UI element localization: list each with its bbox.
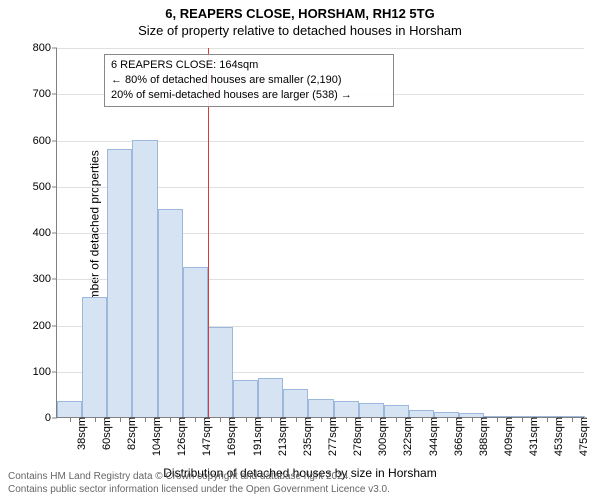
x-tick-mark	[120, 417, 121, 422]
x-tick: 431sqm	[526, 417, 540, 456]
x-tick-mark	[396, 417, 397, 422]
x-tick-mark	[522, 417, 523, 422]
y-tick-mark	[52, 418, 57, 419]
x-tick-mark	[220, 417, 221, 422]
histogram-bar	[384, 405, 409, 417]
x-tick-mark	[497, 417, 498, 422]
x-tick: 388sqm	[476, 417, 490, 456]
y-tick-mark	[52, 279, 57, 280]
footer-line1: Contains HM Land Registry data © Crown c…	[8, 470, 390, 483]
x-tick-mark	[70, 417, 71, 422]
y-tick-mark	[52, 371, 57, 372]
x-tick: 104sqm	[149, 417, 163, 456]
footer-attribution: Contains HM Land Registry data © Crown c…	[8, 470, 390, 496]
x-tick: 147sqm	[199, 417, 213, 456]
x-tick-mark	[170, 417, 171, 422]
histogram-bar	[359, 403, 384, 417]
x-tick-mark	[422, 417, 423, 422]
x-tick-mark	[195, 417, 196, 422]
x-tick: 409sqm	[501, 417, 515, 456]
histogram-bar	[233, 380, 258, 417]
page-title: 6, REAPERS CLOSE, HORSHAM, RH12 5TG	[0, 0, 600, 21]
x-tick: 82sqm	[124, 417, 138, 450]
x-tick: 38sqm	[74, 417, 88, 450]
x-tick: 126sqm	[174, 417, 188, 456]
page-root: 6, REAPERS CLOSE, HORSHAM, RH12 5TG Size…	[0, 0, 600, 500]
y-tick-mark	[52, 325, 57, 326]
x-tick-mark	[321, 417, 322, 422]
x-tick-mark	[447, 417, 448, 422]
x-tick: 191sqm	[250, 417, 264, 456]
x-tick-mark	[572, 417, 573, 422]
x-tick: 169sqm	[224, 417, 238, 456]
annotation-line2: ← 80% of detached houses are smaller (2,…	[111, 73, 387, 88]
x-tick-mark	[371, 417, 372, 422]
histogram-bar	[258, 378, 283, 417]
y-tick-mark	[52, 48, 57, 49]
histogram-bar	[208, 327, 233, 417]
page-subtitle: Size of property relative to detached ho…	[0, 21, 600, 38]
y-tick-mark	[52, 186, 57, 187]
x-tick-mark	[246, 417, 247, 422]
x-tick-mark	[296, 417, 297, 422]
annotation-line3: 20% of semi-detached houses are larger (…	[111, 88, 387, 103]
histogram-bar	[183, 267, 208, 417]
histogram-bar	[57, 401, 82, 417]
histogram-bar	[132, 140, 157, 418]
x-tick: 213sqm	[275, 417, 289, 456]
x-tick-mark	[547, 417, 548, 422]
x-tick-mark	[472, 417, 473, 422]
x-tick: 475sqm	[576, 417, 590, 456]
x-tick: 344sqm	[426, 417, 440, 456]
y-tick-mark	[52, 233, 57, 234]
chart-plot: Number of detached properties 0100200300…	[56, 48, 584, 418]
y-tick-mark	[52, 140, 57, 141]
footer-line2: Contains public sector information licen…	[8, 483, 390, 496]
x-tick: 60sqm	[99, 417, 113, 450]
chart-annotation: 6 REAPERS CLOSE: 164sqm ← 80% of detache…	[104, 54, 394, 107]
histogram-bar	[283, 389, 308, 417]
y-tick-mark	[52, 94, 57, 95]
histogram-bar	[82, 297, 107, 417]
x-tick: 300sqm	[375, 417, 389, 456]
x-tick: 366sqm	[451, 417, 465, 456]
histogram-bar	[334, 401, 359, 417]
x-tick: 278sqm	[350, 417, 364, 456]
histogram-bar	[107, 149, 132, 417]
x-tick: 235sqm	[300, 417, 314, 456]
annotation-line1: 6 REAPERS CLOSE: 164sqm	[111, 58, 387, 73]
histogram-bar	[308, 399, 333, 418]
x-tick: 277sqm	[325, 417, 339, 456]
x-tick-mark	[145, 417, 146, 422]
histogram-bar	[409, 410, 434, 417]
x-tick-mark	[271, 417, 272, 422]
grid-line	[57, 48, 584, 49]
histogram-bar	[158, 209, 183, 417]
x-tick-mark	[346, 417, 347, 422]
x-tick: 322sqm	[400, 417, 414, 456]
x-tick-mark	[95, 417, 96, 422]
x-tick: 453sqm	[551, 417, 565, 456]
